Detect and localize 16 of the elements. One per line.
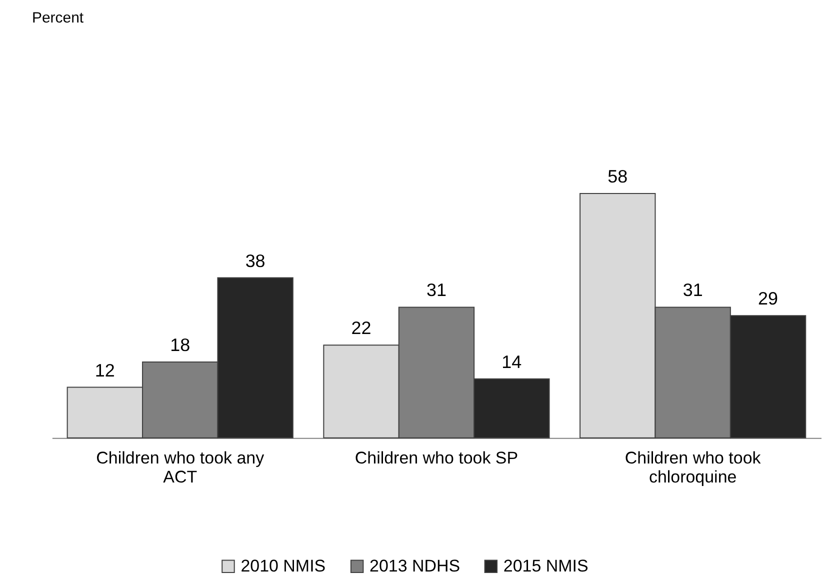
x-tick-label: Children who took any ACT [96,448,265,486]
data-label: 29 [758,288,778,309]
data-label: 12 [94,360,115,380]
text: Percent [32,9,84,26]
legend-label: 2015 NMIS [503,556,588,576]
x-tick-label: Children who took chloroquine [624,448,762,486]
legend-label: 2013 NDHS [370,556,460,576]
data-label: 31 [682,280,703,300]
legend-label: 2010 NMIS [240,556,326,576]
data-label: 22 [351,318,372,338]
data-label: 31 [426,280,446,300]
data-label: 14 [502,352,522,372]
data-label: 58 [608,166,628,187]
data-label: 38 [245,250,266,271]
data-label: 18 [170,335,190,356]
x-tick-label: Children who took SP [354,448,518,468]
